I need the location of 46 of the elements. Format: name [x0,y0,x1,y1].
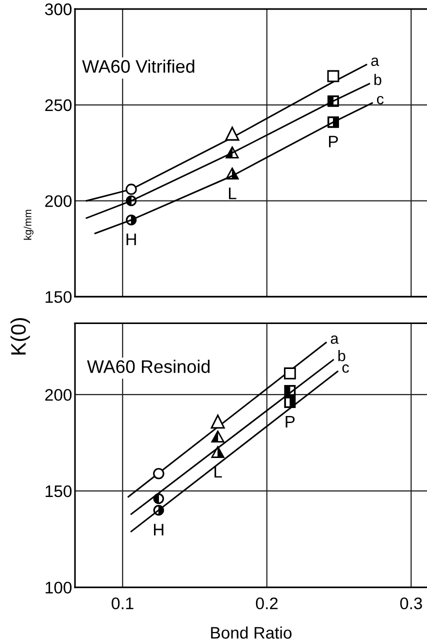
annotation: H [126,234,136,246]
x-tick-label: 0.1 [112,597,134,610]
text: WA60 Vitrified [82,60,194,73]
annotation: P [286,416,295,428]
point [225,146,240,158]
point [153,493,164,504]
y-axis-title: K(0) [10,318,30,354]
y-tick-label: 250 [45,99,72,112]
point [225,126,240,141]
x-tick-label: 0.3 [400,597,422,610]
y-tick-label: 300 [45,3,72,16]
point [153,504,164,516]
point [284,384,296,396]
series-label: a [330,336,339,344]
annotation: L [228,188,236,200]
x-axis-title: Bond Ratio [211,626,292,639]
point [284,367,296,380]
y-tick-label: 150 [46,291,72,303]
series-label: b [338,350,346,362]
point [327,116,339,128]
y-tick-label: 100 [46,582,72,594]
point [126,195,137,206]
point [153,468,164,480]
series-label: c [376,96,384,104]
point [126,184,137,195]
point [210,430,225,443]
point [210,414,225,429]
series-label: c [342,364,349,373]
point [327,95,339,107]
series-label: a [371,58,380,66]
line-series [86,83,370,219]
y-tick-label: 200 [45,389,72,401]
y-axis-title: kg/mm [24,210,34,240]
annotation: P [329,136,338,148]
annotation: H [154,524,164,536]
x-tick-label: 0.2 [256,597,278,610]
series-label: b [374,74,382,86]
point [327,70,340,82]
point [210,446,225,458]
y-tick-label: 150 [46,485,72,498]
point [284,396,296,408]
text: WA60 Resinoid [87,360,210,374]
point [126,214,137,226]
point [225,167,240,180]
y-tick-label: 200 [45,195,72,207]
line-series [94,102,373,234]
